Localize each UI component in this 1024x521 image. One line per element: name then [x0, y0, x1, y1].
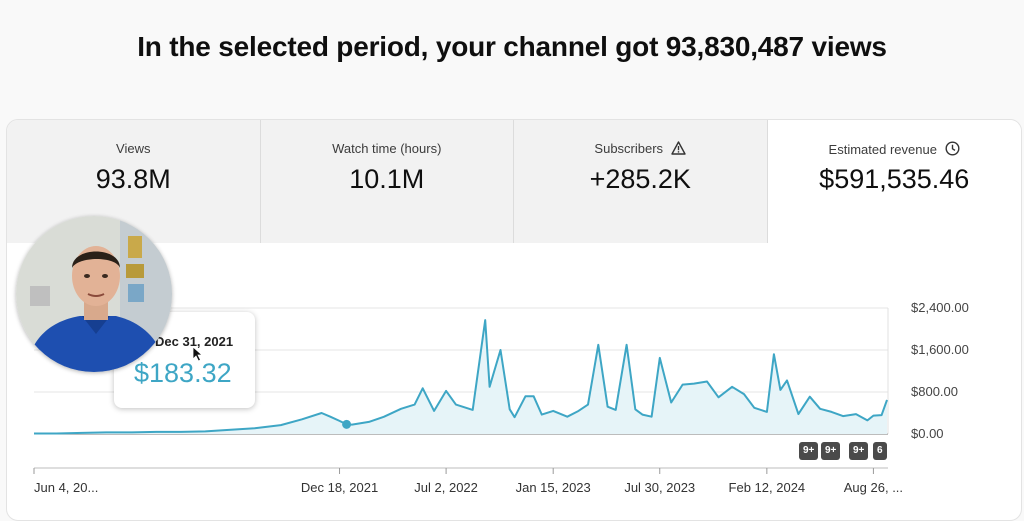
- metric-revenue-label: Estimated revenue: [828, 142, 937, 157]
- annotation-badge[interactable]: 9+: [849, 442, 869, 460]
- metric-views[interactable]: Views 93.8M: [7, 120, 261, 243]
- metric-subscribers-label-wrap: Subscribers: [514, 141, 767, 156]
- x-tick-label: Jan 15, 2023: [515, 480, 591, 495]
- metric-subscribers[interactable]: Subscribers +285.2K: [514, 120, 768, 243]
- presenter-webcam: [16, 216, 172, 372]
- metric-watch-time[interactable]: Watch time (hours) 10.1M: [260, 120, 514, 243]
- metric-watch-time-label: Watch time (hours): [332, 141, 442, 156]
- metric-subscribers-value: +285.2K: [589, 164, 691, 194]
- page-title: In the selected period, your channel got…: [137, 31, 887, 62]
- tooltip-value: $183.32: [134, 358, 232, 388]
- annotation-badge[interactable]: 6: [873, 442, 887, 460]
- x-tick-label: Jul 2, 2022: [414, 480, 478, 495]
- clock-icon: [945, 141, 960, 156]
- mouse-cursor-icon: [192, 346, 204, 362]
- x-tick-label: Jun 4, 20...: [34, 480, 99, 495]
- metric-views-value: 93.8M: [95, 164, 171, 194]
- metric-subscribers-label: Subscribers: [594, 141, 664, 156]
- x-tick-label: Feb 12, 2024: [728, 480, 806, 495]
- metric-revenue-label-wrap: Estimated revenue: [768, 141, 1022, 157]
- annotation-badge[interactable]: 9+: [821, 442, 841, 460]
- presenter-image: [16, 216, 172, 372]
- x-tick-label: Dec 18, 2021: [300, 480, 379, 495]
- revenue-area-fill: [34, 320, 887, 434]
- y-tick-label: $1,600.00: [911, 342, 969, 357]
- x-tick-label: Aug 26, ...: [843, 480, 904, 495]
- y-tick-label: $0.00: [911, 426, 944, 441]
- revenue-series-line: [34, 319, 888, 435]
- metric-views-label: Views: [116, 141, 151, 156]
- y-tick-label: $2,400.00: [911, 300, 969, 315]
- annotation-badge[interactable]: 9+: [799, 442, 819, 460]
- metric-watch-time-value: 10.1M: [349, 164, 425, 194]
- hover-point: [342, 419, 352, 429]
- tooltip-date: Dec 31, 2021: [155, 334, 234, 349]
- warning-icon: [671, 141, 686, 155]
- x-tick-label: Jul 30, 2023: [624, 480, 696, 495]
- analytics-card: Views 93.8M Watch time (hours) 10.1M Sub…: [6, 119, 1022, 521]
- metric-revenue-value: $591,535.46: [819, 164, 970, 194]
- metric-tabs: Views 93.8M Watch time (hours) 10.1M Sub…: [7, 120, 1021, 243]
- metric-estimated-revenue[interactable]: Estimated revenue $591,535.46: [767, 120, 1022, 243]
- y-tick-label: $800.00: [911, 384, 958, 399]
